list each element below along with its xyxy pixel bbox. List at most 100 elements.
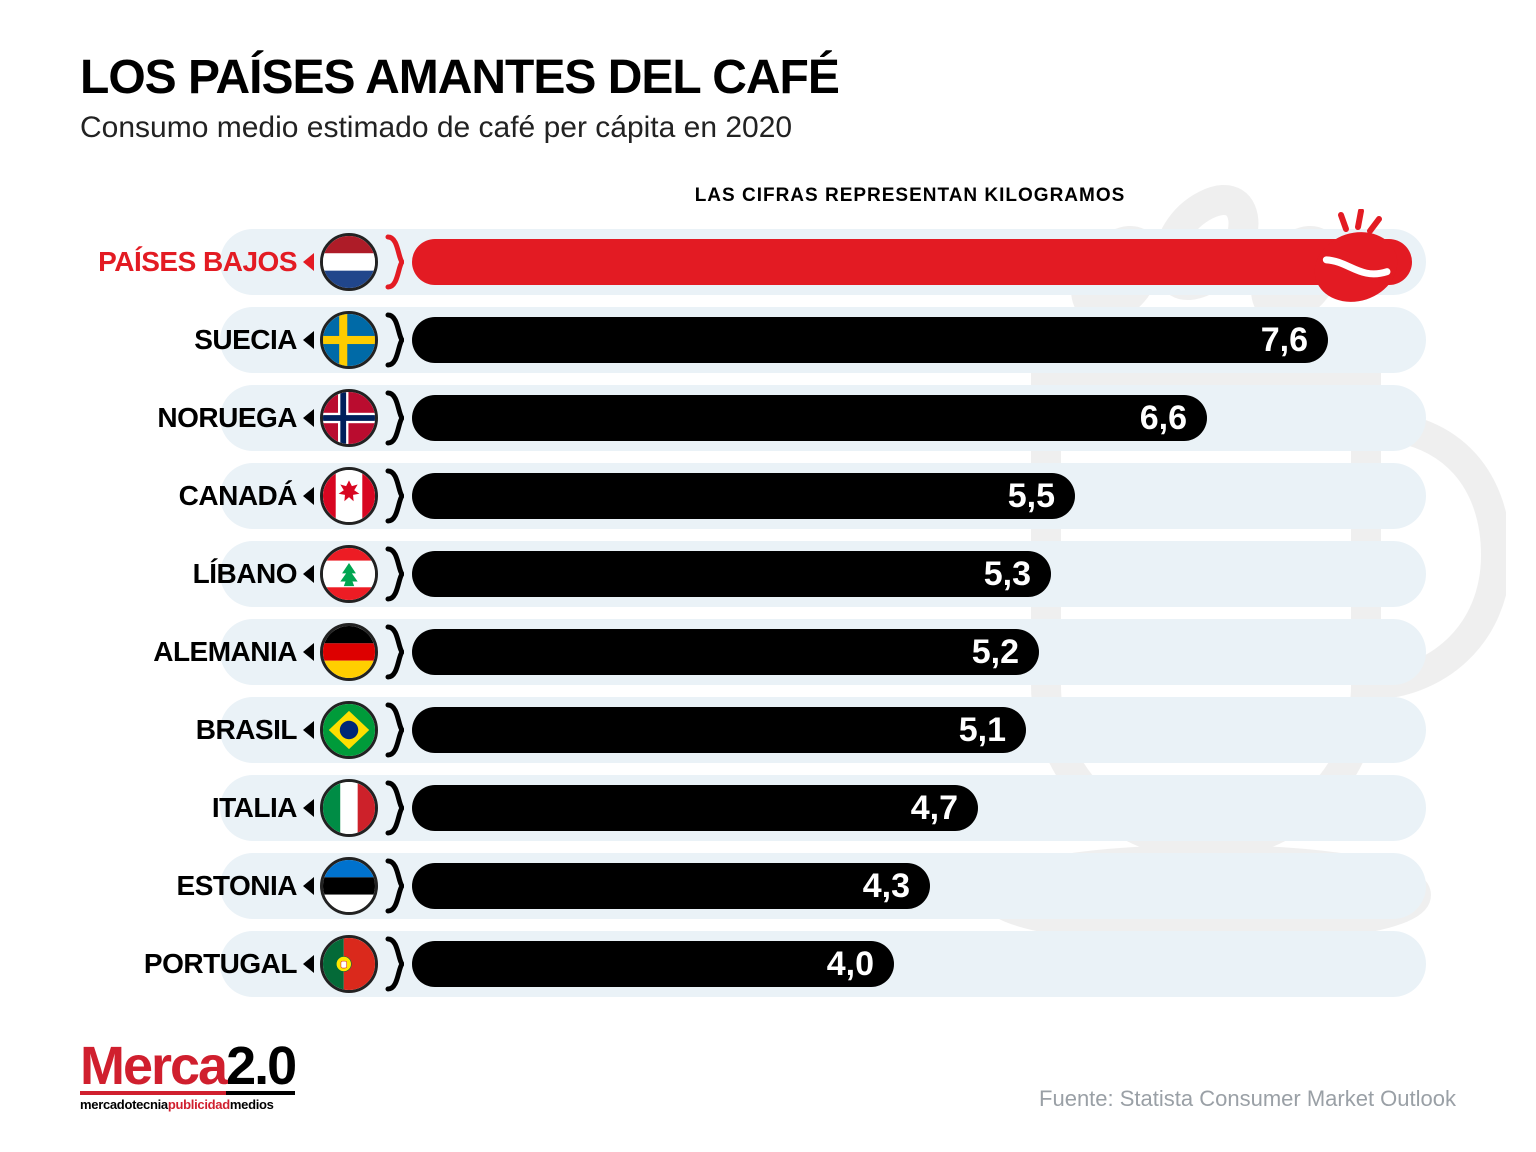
page-title: LOS PAÍSES AMANTES DEL CAFÉ xyxy=(80,50,1456,105)
chart-row: ITALIA 4,7 xyxy=(80,769,1456,847)
country-label: ALEMANIA xyxy=(153,636,297,668)
chart-row: PAÍSES BAJOS 8,3 xyxy=(80,223,1456,301)
bar-value: 4,0 xyxy=(827,945,874,984)
logo-tag-b: publicidad xyxy=(168,1097,230,1112)
logo-tag-a: mercadotecnia xyxy=(80,1097,168,1112)
bar-value: 5,1 xyxy=(959,711,1006,750)
country-label: SUECIA xyxy=(194,324,297,356)
triangle-left-icon xyxy=(303,955,314,973)
flag-icon xyxy=(320,779,378,837)
bar: 5,3 xyxy=(412,551,1051,597)
bar-value: 7,6 xyxy=(1261,321,1308,360)
bar-cell: 5,2 xyxy=(410,613,1456,691)
bar-value: 4,3 xyxy=(863,867,910,906)
triangle-left-icon xyxy=(303,643,314,661)
logo: Merca2.0 mercadotecniapublicidadmedios xyxy=(80,1042,295,1112)
chart-row: NORUEGA 6,6 xyxy=(80,379,1456,457)
chart-row: SUECIA 7,6 xyxy=(80,301,1456,379)
flag-icon xyxy=(320,311,378,369)
label-cell: NORUEGA xyxy=(80,388,410,448)
country-label: CANADÁ xyxy=(179,480,297,512)
bracket-icon xyxy=(384,466,404,526)
bar: 5,1 xyxy=(412,707,1026,753)
bracket-icon xyxy=(384,232,404,292)
country-label: PAÍSES BAJOS xyxy=(98,246,297,278)
country-label: BRASIL xyxy=(196,714,297,746)
bar-cell: 5,3 xyxy=(410,535,1456,613)
bar-value: 4,7 xyxy=(911,789,958,828)
bar-cell: 6,6 xyxy=(410,379,1456,457)
bracket-icon xyxy=(384,778,404,838)
chart-row: LÍBANO 5,3 xyxy=(80,535,1456,613)
coffee-bean-icon xyxy=(1296,209,1416,309)
bracket-icon xyxy=(384,544,404,604)
bar-value: 5,3 xyxy=(984,555,1031,594)
triangle-left-icon xyxy=(303,877,314,895)
bracket-icon xyxy=(384,310,404,370)
country-label: LÍBANO xyxy=(193,558,297,590)
flag-icon xyxy=(320,467,378,525)
logo-text-20: 2.0 xyxy=(226,1042,295,1095)
bar-cell: 4,0 xyxy=(410,925,1456,1003)
label-cell: ITALIA xyxy=(80,778,410,838)
logo-text-merca: Merca xyxy=(80,1042,226,1095)
bar: 6,6 xyxy=(412,395,1207,441)
country-label: ESTONIA xyxy=(177,870,297,902)
chart-row: PORTUGAL 4,0 xyxy=(80,925,1456,1003)
flag-icon xyxy=(320,623,378,681)
logo-tag-c: medios xyxy=(230,1097,274,1112)
chart-row: ALEMANIA 5,2 xyxy=(80,613,1456,691)
triangle-left-icon xyxy=(303,409,314,427)
bar-value: 6,6 xyxy=(1140,399,1187,438)
triangle-left-icon xyxy=(303,331,314,349)
bar-cell: 4,7 xyxy=(410,769,1456,847)
bar: 4,7 xyxy=(412,785,978,831)
flag-icon xyxy=(320,701,378,759)
country-label: ITALIA xyxy=(212,792,297,824)
triangle-left-icon xyxy=(303,721,314,739)
bar-cell: 4,3 xyxy=(410,847,1456,925)
bar-chart: PAÍSES BAJOS 8,3 SUECIA 7,6 NORUEGA 6,6 … xyxy=(80,223,1456,1003)
bar-cell: 5,1 xyxy=(410,691,1456,769)
page-subtitle: Consumo medio estimado de café per cápit… xyxy=(80,111,1456,145)
label-cell: LÍBANO xyxy=(80,544,410,604)
bracket-icon xyxy=(384,388,404,448)
bar: 8,3 xyxy=(412,239,1412,285)
flag-icon xyxy=(320,935,378,993)
label-cell: CANADÁ xyxy=(80,466,410,526)
chart-row: BRASIL 5,1 xyxy=(80,691,1456,769)
bar-value: 5,2 xyxy=(972,633,1019,672)
country-label: NORUEGA xyxy=(157,402,297,434)
flag-icon xyxy=(320,857,378,915)
bar-cell: 7,6 xyxy=(410,301,1456,379)
bar-cell: 5,5 xyxy=(410,457,1456,535)
chart-note: LAS CIFRAS REPRESENTAN KILOGRAMOS xyxy=(410,185,1410,207)
label-cell: ESTONIA xyxy=(80,856,410,916)
label-cell: ALEMANIA xyxy=(80,622,410,682)
chart-row: ESTONIA 4,3 xyxy=(80,847,1456,925)
label-cell: PORTUGAL xyxy=(80,934,410,994)
bar: 4,3 xyxy=(412,863,930,909)
flag-icon xyxy=(320,233,378,291)
triangle-left-icon xyxy=(303,253,314,271)
bracket-icon xyxy=(384,700,404,760)
flag-icon xyxy=(320,389,378,447)
bar: 4,0 xyxy=(412,941,894,987)
bracket-icon xyxy=(384,622,404,682)
label-cell: PAÍSES BAJOS xyxy=(80,232,410,292)
country-label: PORTUGAL xyxy=(144,948,297,980)
triangle-left-icon xyxy=(303,487,314,505)
label-cell: SUECIA xyxy=(80,310,410,370)
bracket-icon xyxy=(384,856,404,916)
bar: 5,5 xyxy=(412,473,1075,519)
source-citation: Fuente: Statista Consumer Market Outlook xyxy=(1039,1086,1456,1112)
chart-row: CANADÁ 5,5 xyxy=(80,457,1456,535)
bracket-icon xyxy=(384,934,404,994)
triangle-left-icon xyxy=(303,565,314,583)
footer: Merca2.0 mercadotecniapublicidadmedios F… xyxy=(80,1042,1456,1112)
bar: 5,2 xyxy=(412,629,1039,675)
triangle-left-icon xyxy=(303,799,314,817)
flag-icon xyxy=(320,545,378,603)
bar-value: 5,5 xyxy=(1008,477,1055,516)
bar: 7,6 xyxy=(412,317,1328,363)
